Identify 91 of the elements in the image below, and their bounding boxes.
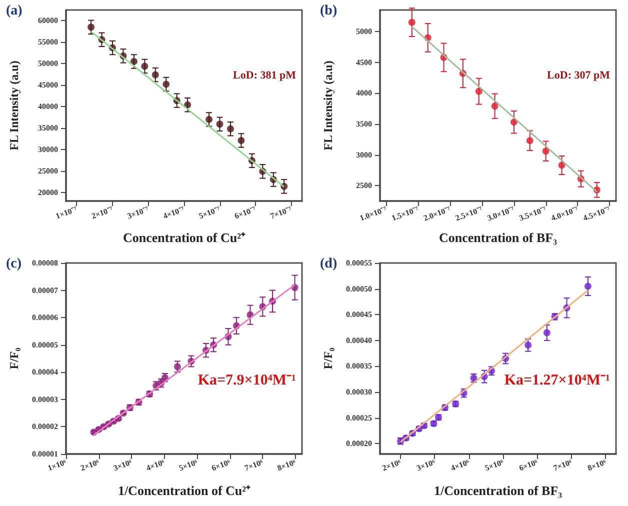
point bbox=[162, 80, 170, 88]
y-tick-label: 4000 bbox=[356, 88, 372, 98]
y-tick-label: 0.00040 bbox=[346, 336, 372, 345]
point bbox=[491, 102, 498, 110]
y-tick-label: 0.00004 bbox=[32, 368, 58, 377]
annotation: Ka=1.27×10⁴M⁻¹ bbox=[504, 372, 610, 388]
x-tick-label: 7×10⁶ bbox=[552, 458, 574, 473]
y-tick-label: 3500 bbox=[356, 119, 372, 128]
y-tick-label: 0.00055 bbox=[346, 258, 372, 268]
x-tick-label: 3×10⁶ bbox=[112, 458, 134, 473]
y-tick-label: 40000 bbox=[38, 102, 58, 112]
x-tick-label: 6×10⁶ bbox=[518, 458, 540, 473]
point bbox=[584, 282, 592, 290]
point bbox=[558, 162, 566, 169]
point bbox=[526, 137, 534, 144]
point bbox=[524, 342, 532, 349]
point bbox=[226, 125, 234, 132]
x-tick-label: 5×10⁻⁷ bbox=[198, 204, 222, 221]
y-tick-label: 0.00020 bbox=[346, 439, 372, 448]
y-tick-label: 30000 bbox=[38, 144, 58, 154]
x-tick-label: 3×10⁶ bbox=[415, 458, 437, 473]
y-tick-label: 5000 bbox=[356, 27, 372, 36]
point bbox=[88, 24, 95, 31]
y-tick-label: 25000 bbox=[38, 166, 58, 176]
x-tick-label: 1×10⁶ bbox=[46, 458, 68, 473]
text: (c) bbox=[6, 256, 22, 272]
x-tick-label: 6×10⁻⁷ bbox=[233, 204, 258, 221]
point bbox=[216, 120, 224, 128]
x-tick-label: 8×10⁶ bbox=[276, 458, 298, 473]
y-tick-label: 0.00045 bbox=[346, 310, 372, 320]
point bbox=[408, 18, 416, 26]
x-tick-label: 3×10⁻⁷ bbox=[126, 204, 150, 221]
x-tick-label: 2×10⁶ bbox=[79, 458, 101, 473]
x-tick-label: 5×10⁶ bbox=[484, 458, 506, 473]
x-tick-label: 4.5×10⁻⁷ bbox=[582, 204, 612, 223]
y-tick-label: 55000 bbox=[38, 38, 58, 47]
point bbox=[141, 62, 148, 70]
y-axis-title: F/F₀ bbox=[7, 347, 21, 370]
x-tick-label: 1×10⁻⁷ bbox=[54, 204, 79, 221]
y-axis-title: F/F₀ bbox=[321, 347, 335, 370]
y-tick-label: 0.00002 bbox=[32, 422, 58, 432]
point bbox=[206, 116, 213, 123]
point bbox=[475, 88, 482, 95]
annotation: Ka=7.9×10⁴M⁻¹ bbox=[198, 372, 296, 388]
annotation: LoD: 307 pM bbox=[547, 70, 611, 82]
annotation: LoD: 381 pM bbox=[233, 70, 297, 82]
y-tick-label: 3000 bbox=[356, 150, 372, 160]
y-tick-label: 20000 bbox=[38, 188, 58, 197]
x-tick-label: 7×10⁻⁷ bbox=[269, 204, 294, 221]
y-axis-title: FL Intensity (a.u) bbox=[7, 60, 21, 150]
point bbox=[184, 101, 192, 108]
x-axis-title: 1/Concentration of Cu²⁺ bbox=[118, 483, 252, 498]
x-tick-label: 4.0×10⁻⁷ bbox=[550, 204, 580, 223]
y-axis-title: FL Intensity (a.u) bbox=[321, 60, 335, 150]
y-tick-label: 0.00050 bbox=[346, 284, 372, 294]
y-tick-label: 0.00007 bbox=[32, 286, 58, 295]
y-tick-label: 0.00001 bbox=[32, 450, 58, 458]
y-tick-label: 0.00005 bbox=[32, 340, 58, 350]
y-tick-label: 0.00025 bbox=[346, 413, 372, 422]
y-tick-label: 4500 bbox=[356, 58, 372, 67]
x-tick-label: 8×10⁶ bbox=[586, 458, 608, 473]
x-tick-label: 4×10⁶ bbox=[450, 458, 472, 473]
point bbox=[130, 58, 138, 66]
text: (b) bbox=[320, 4, 338, 18]
text: (d) bbox=[320, 256, 338, 272]
point bbox=[543, 329, 550, 336]
y-tick-label: 50000 bbox=[38, 59, 58, 68]
y-tick-label: 60000 bbox=[38, 16, 58, 26]
x-axis-title: Concentration of Cu²⁺ bbox=[122, 230, 246, 245]
x-axis-title: 1/Concentration of BF₃ bbox=[434, 483, 562, 498]
y-tick-label: 2500 bbox=[356, 181, 372, 190]
point bbox=[238, 136, 245, 144]
text: (a) bbox=[6, 4, 23, 18]
y-tick-label: 35000 bbox=[38, 124, 58, 133]
point bbox=[152, 71, 159, 78]
y-tick-label: 0.00008 bbox=[32, 258, 58, 268]
point bbox=[174, 363, 181, 370]
y-tick-label: 45000 bbox=[38, 80, 58, 90]
x-tick-label: 6×10⁶ bbox=[210, 458, 232, 473]
x-tick-label: 5×10⁶ bbox=[178, 458, 200, 473]
y-tick-label: 0.00006 bbox=[32, 313, 58, 322]
x-tick-label: 2×10⁻⁷ bbox=[90, 204, 115, 221]
y-tick-label: 0.00035 bbox=[346, 362, 372, 371]
x-axis-title: Concentration of BF₃ bbox=[439, 230, 558, 245]
x-tick-label: 7×10⁶ bbox=[243, 458, 265, 473]
x-tick-label: 4×10⁻⁷ bbox=[162, 204, 186, 221]
x-tick-label: 4×10⁶ bbox=[144, 458, 166, 473]
x-tick-label: 2×10⁶ bbox=[381, 458, 403, 473]
point bbox=[542, 148, 550, 155]
y-tick-label: 0.00030 bbox=[346, 388, 372, 397]
y-tick-label: 0.00003 bbox=[32, 394, 58, 404]
